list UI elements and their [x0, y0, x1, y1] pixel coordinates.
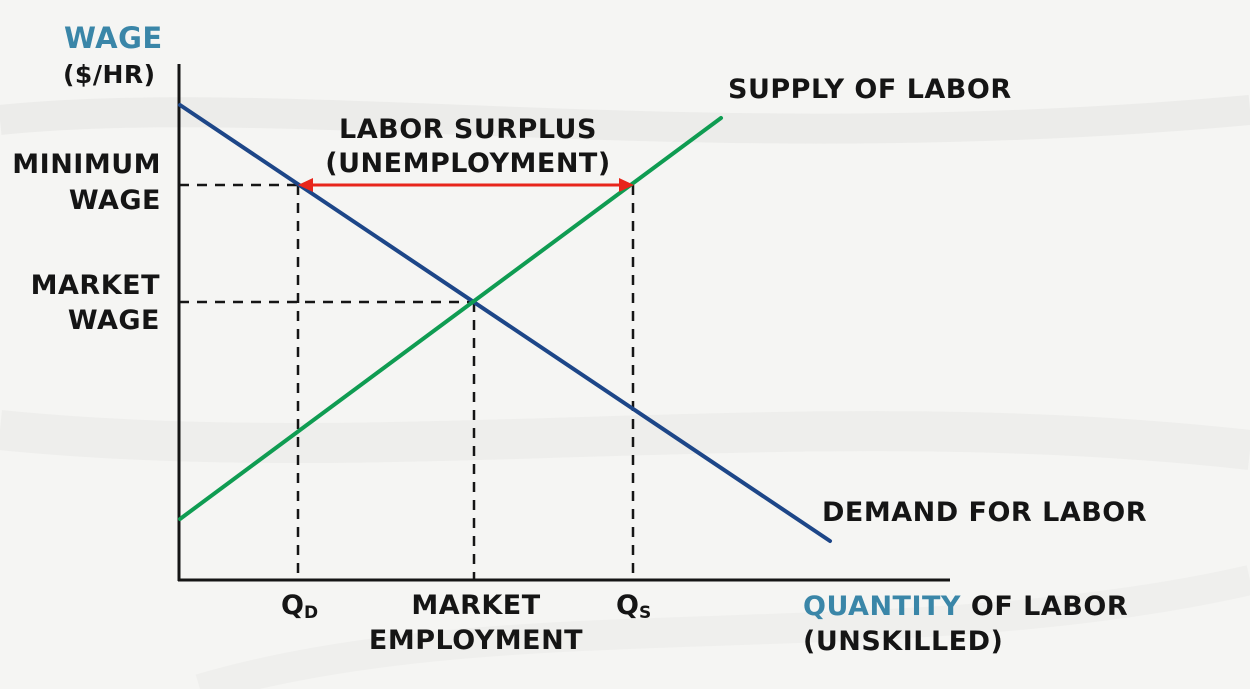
y-axis-title: WAGE	[64, 21, 163, 55]
surplus-arrow-head-right	[619, 178, 634, 192]
demand-curve-label: DEMAND FOR LABOR	[822, 497, 1148, 528]
labor-surplus-label-line2: (UNEMPLOYMENT)	[325, 148, 611, 179]
demand-curve	[178, 103, 832, 543]
surplus-arrow-head-left	[298, 178, 313, 192]
x-axis-subtitle: (UNSKILLED)	[803, 626, 1004, 657]
supply-curve-label: SUPPLY OF LABOR	[728, 74, 1012, 105]
qd-label: QD	[281, 590, 319, 623]
qs-label: QS	[616, 590, 652, 623]
market-wage-label-line1: MARKET	[30, 270, 160, 301]
x-axis-title: QUANTITY OF LABOR	[803, 589, 1128, 625]
market-employment-label-line2: EMPLOYMENT	[368, 625, 584, 656]
market-wage-label-line2: WAGE	[67, 305, 160, 336]
y-axis-unit: ($/HR)	[63, 60, 156, 89]
x-axis-title-rest: OF LABOR	[970, 591, 1129, 622]
x-axis-title-accent: QUANTITY	[803, 591, 961, 622]
labor-surplus-label-line1: LABOR SURPLUS	[339, 114, 597, 145]
minimum-wage-label-line1: MINIMUM	[12, 149, 161, 180]
minimum-wage-label-line2: WAGE	[68, 185, 161, 216]
market-employment-label-line1: MARKET	[411, 590, 541, 621]
